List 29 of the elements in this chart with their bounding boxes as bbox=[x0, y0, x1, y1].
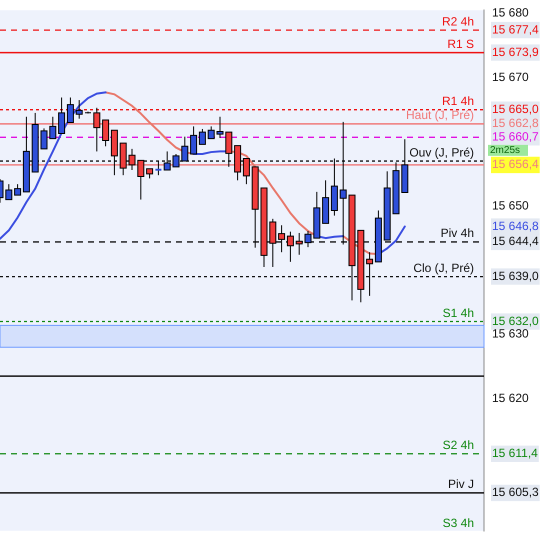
ref-line-label: R1 S bbox=[447, 36, 474, 51]
ref-line-label: S1 4h bbox=[442, 306, 474, 320]
y-tick-label: 15 670 bbox=[492, 70, 530, 84]
y-tick-label: 15 639,0 bbox=[492, 268, 540, 283]
y-tick-label: 15 673,9 bbox=[492, 44, 540, 59]
ref-line-label: Piv J bbox=[448, 477, 474, 492]
ref-line-label: Ouv (J, Pré) bbox=[409, 145, 474, 160]
ref-line-label: Clo (J, Pré) bbox=[413, 260, 474, 275]
ref-line-label: Haut (J, Pré) bbox=[406, 108, 474, 122]
y-tick-label: 15 605,3 bbox=[492, 485, 540, 500]
y-tick-label: 15 632,0 bbox=[492, 314, 540, 328]
y-tick-label: 15 611,4 bbox=[492, 446, 538, 460]
y-tick-label: 15 644,4 bbox=[492, 234, 540, 248]
y-tick-label: 15 680 bbox=[492, 6, 530, 20]
ref-line-label: R1 4h bbox=[442, 94, 474, 108]
y-tick-label: 15 646,8 bbox=[492, 218, 540, 233]
ref-line-label: Piv 4h bbox=[440, 226, 474, 240]
y-tick-label: 15 620 bbox=[492, 390, 530, 405]
y-tick-label: 15 656,4 bbox=[492, 157, 540, 172]
annotation: S3 4h bbox=[442, 516, 474, 530]
y-tick-label: 15 662,8 bbox=[492, 116, 540, 130]
y-tick-label: 15 630 bbox=[492, 326, 530, 341]
text: 2m25s bbox=[490, 145, 520, 156]
y-tick-label: 15 650 bbox=[492, 198, 530, 212]
ref-line-label: S2 4h bbox=[442, 438, 474, 452]
ref-line-label: R2 4h bbox=[442, 14, 474, 28]
y-tick-label: 15 677,4 bbox=[492, 22, 540, 36]
y-tick-label: 15 665,0 bbox=[492, 102, 540, 116]
y-tick-label: 15 660,7 bbox=[492, 130, 540, 144]
